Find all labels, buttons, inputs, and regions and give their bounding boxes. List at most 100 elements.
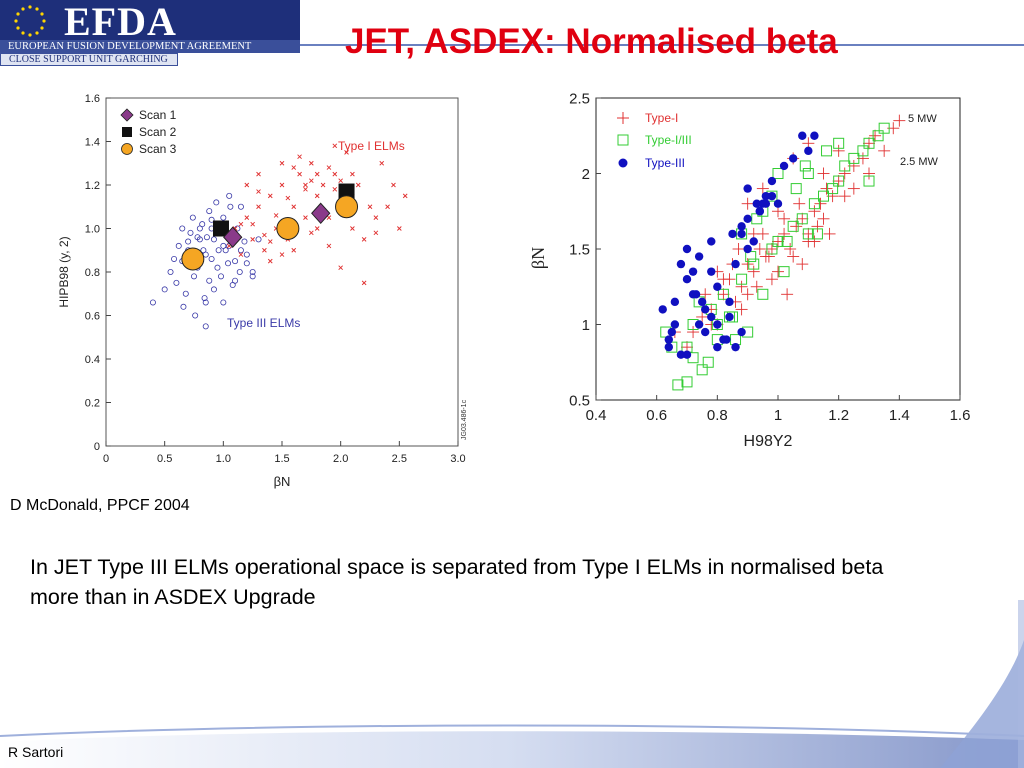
type-iii-elms-point xyxy=(182,290,189,297)
type-i-iii-point xyxy=(757,288,769,300)
type-iii-elms-point xyxy=(189,214,196,221)
type-i-point xyxy=(772,265,784,278)
type-i-elms-point xyxy=(355,182,361,188)
type-iii-point xyxy=(798,131,807,140)
type-iii-point xyxy=(773,199,783,208)
type-iii-point xyxy=(752,199,761,208)
type-i-iii-point xyxy=(772,168,784,179)
type-i-iii-point xyxy=(802,168,814,179)
type-iii-elms-point xyxy=(201,295,208,302)
type-iii-point xyxy=(761,199,771,208)
chart1-legend: Scan 1 Scan 2 Scan 3 xyxy=(120,108,177,156)
type-i-point xyxy=(817,212,830,225)
type-i-point xyxy=(796,258,809,271)
type-iii-elms-point xyxy=(171,255,178,262)
type-iii-elms-point xyxy=(249,268,256,275)
type-i-point xyxy=(814,197,827,210)
type-i-point xyxy=(687,326,700,339)
x-tick-label: 0.5 xyxy=(157,453,172,465)
type-i-point xyxy=(696,310,709,323)
legend-type3-label: Type-III xyxy=(645,156,685,170)
type-i-elms-point xyxy=(402,193,408,199)
chart2-annotation-5mw: 5 MW xyxy=(908,113,937,125)
type-i-point xyxy=(765,243,778,255)
x-tick-label: 1.5 xyxy=(274,453,289,465)
type-iii-point xyxy=(731,342,740,352)
scan-3-point xyxy=(276,217,300,240)
type-i-elms-point xyxy=(256,171,261,177)
type-i-iii-point xyxy=(717,288,729,300)
type-iii-point xyxy=(722,335,731,344)
x-tick-label: 0.4 xyxy=(586,407,607,424)
type-iii-elms-point xyxy=(227,203,234,210)
x-tick-label: 3.0 xyxy=(450,453,465,465)
type-iii-point xyxy=(701,305,710,314)
type-iii-point xyxy=(670,320,680,329)
type-iii-elms-point xyxy=(220,299,227,306)
type-i-iii-point xyxy=(872,130,884,142)
chart2-xlabel: H98Y2 xyxy=(744,433,793,450)
type-iii-point xyxy=(694,320,704,329)
type-iii-elms-point xyxy=(206,277,213,284)
type-i-point xyxy=(811,220,824,233)
x-tick-label: 2.5 xyxy=(392,453,407,465)
jet-beta-chart: 0.4 0.6 0.8 1 1.2 1.4 1.6 0.5 1 1.5 2 2.5 Type-I Ty… xyxy=(528,90,970,450)
chart2-ylabel: βN xyxy=(528,247,548,269)
type-i-elms-point xyxy=(314,193,320,199)
type-iii-point xyxy=(767,176,777,186)
type-iii-point xyxy=(743,244,752,254)
type-iii-elms-point xyxy=(226,192,233,199)
type-i-iii-point xyxy=(827,183,839,195)
type-i-elms-point xyxy=(391,182,396,188)
type-iii-elms-point xyxy=(203,234,210,241)
type-i-point xyxy=(790,220,803,233)
type-i-iii-point xyxy=(723,311,735,323)
y-tick-label: 0.2 xyxy=(85,397,100,409)
type-i-elms-point xyxy=(273,213,279,218)
type-i-iii-point xyxy=(857,145,869,157)
type-iii-point xyxy=(743,214,752,223)
scan-3-point xyxy=(181,247,205,271)
type-i-point xyxy=(741,258,754,271)
type-i-elms-point xyxy=(291,165,297,170)
type-i-elms-point xyxy=(279,252,285,257)
type-i-point xyxy=(732,243,745,255)
type-iii-elms-point xyxy=(210,286,217,293)
type-iii-point xyxy=(743,184,752,193)
type-i-point xyxy=(869,129,882,142)
slide-title: JET, ASDEX: Normalised beta xyxy=(345,22,838,61)
type-iii-elms-point xyxy=(194,234,201,241)
type-iii-elms-point xyxy=(243,260,250,267)
type-i-point xyxy=(699,288,712,301)
x-tick-label: 0 xyxy=(103,453,109,465)
type-i-elms-point xyxy=(250,237,255,242)
type-i-point xyxy=(753,243,766,255)
type-i-point xyxy=(832,144,845,157)
x-tick-label: 1.2 xyxy=(828,407,849,424)
type-i-elms-point xyxy=(332,143,338,149)
type-i-iii-point xyxy=(772,235,784,247)
type-iii-point xyxy=(658,305,667,314)
type-iii-elms-point xyxy=(187,229,194,236)
type-i-elms-point xyxy=(309,178,314,183)
type-i-elms-point xyxy=(332,171,338,177)
legend-type1-marker xyxy=(617,112,629,124)
legend-type13-marker xyxy=(617,134,629,146)
type-iii-elms-point xyxy=(241,238,248,245)
type-i-elms-point xyxy=(373,215,379,220)
type-iii-point xyxy=(682,275,692,284)
type-i-elms-point xyxy=(326,165,332,170)
type-i-elms-point xyxy=(350,171,355,177)
type-iii-elms-point xyxy=(208,216,215,223)
efda-logo: EFDA EUROPEAN FUSION DEVELOPMENT AGREEME… xyxy=(0,0,320,68)
legend-type1-label: Type-I xyxy=(645,111,678,125)
chart1-xlabel: βN xyxy=(274,474,291,489)
chart1-annotation-type3: Type III ELMs xyxy=(227,316,300,330)
type-i-point xyxy=(878,144,891,157)
y-tick-label: 1.2 xyxy=(85,180,100,192)
type-i-elms-point xyxy=(379,160,385,166)
type-iii-elms-point xyxy=(196,225,203,232)
type-i-iii-point xyxy=(702,356,714,368)
type-iii-elms-point xyxy=(236,268,243,275)
type-iii-point xyxy=(676,259,686,269)
